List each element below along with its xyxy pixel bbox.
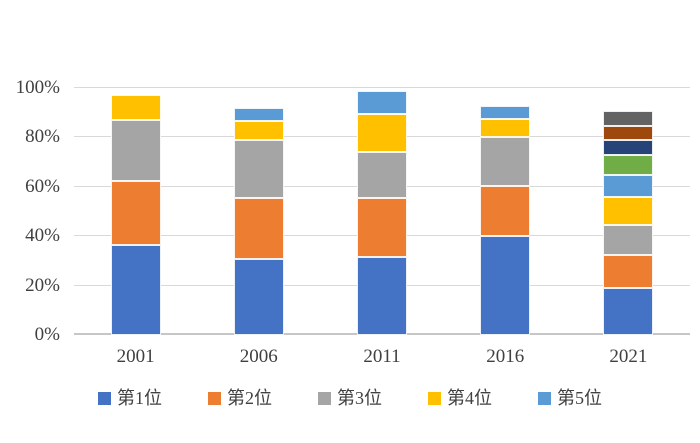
legend-entry-3: 第3位 <box>318 388 382 408</box>
bar-segment-2021-s1 <box>603 287 654 335</box>
bar-segment-2021-s6 <box>603 154 654 175</box>
bar-segment-2021-s2 <box>603 254 654 288</box>
y-tick-label: 20% <box>25 274 60 296</box>
bar-segment-2001-s4 <box>110 95 161 121</box>
legend-swatch-icon <box>208 391 221 405</box>
bar-segment-2006-s4 <box>233 121 284 140</box>
bar-segment-2021-s5 <box>603 174 654 198</box>
bar-segment-2016-s1 <box>480 236 531 335</box>
bar-segment-2016-s3 <box>480 137 531 186</box>
bar-segment-2021-s9 <box>603 111 654 127</box>
bar-2011 <box>357 90 407 335</box>
bar-segment-2011-s2 <box>357 198 407 258</box>
legend-label: 第1位 <box>117 388 162 408</box>
bar-2001 <box>110 95 161 335</box>
bar-segment-2021-s7 <box>603 140 654 155</box>
bar-segment-2011-s5 <box>357 90 407 114</box>
legend-label: 第3位 <box>337 388 382 408</box>
y-tick-label: 60% <box>25 175 60 197</box>
x-tick-label-2006: 2006 <box>239 346 278 367</box>
bar-2006 <box>233 107 284 335</box>
x-tick-label-2021: 2021 <box>609 346 648 367</box>
y-tick-label: 80% <box>25 126 60 148</box>
bar-segment-2006-s3 <box>233 139 284 199</box>
bar-2021 <box>603 111 654 335</box>
legend-swatch-icon <box>428 391 441 405</box>
legend-label: 第2位 <box>227 388 272 408</box>
legend-entry-2: 第2位 <box>208 388 272 408</box>
legend-swatch-icon <box>318 391 331 405</box>
legend-entry-1: 第1位 <box>98 388 162 408</box>
bar-2016 <box>480 105 531 335</box>
legend-entry-5: 第5位 <box>538 388 602 408</box>
x-tick-label-2016: 2016 <box>486 346 525 367</box>
bar-segment-2011-s3 <box>357 152 407 199</box>
y-tick-label: 100% <box>15 77 60 98</box>
bar-segment-2016-s5 <box>480 105 531 120</box>
legend-swatch-icon <box>98 391 111 405</box>
x-tick-label-2011: 2011 <box>363 346 401 367</box>
legend-swatch-icon <box>538 391 551 405</box>
bar-segment-2001-s1 <box>110 244 161 335</box>
bar-segment-2001-s3 <box>110 120 161 181</box>
plot-area <box>74 87 690 335</box>
bar-segment-2021-s8 <box>603 126 654 141</box>
x-tick-label-2001: 2001 <box>116 346 155 367</box>
y-tick-label: 0% <box>34 324 60 345</box>
bar-segment-2021-s3 <box>603 225 654 255</box>
bar-segment-2011-s1 <box>357 257 407 335</box>
y-tick-label: 40% <box>25 225 60 247</box>
bar-segment-2006-s1 <box>233 259 284 335</box>
bar-segment-2016-s4 <box>480 119 531 138</box>
legend: 第1位 第2位 第3位 第4位 第5位 <box>0 388 700 408</box>
legend-label: 第4位 <box>447 388 492 408</box>
bar-segment-2006-s5 <box>233 107 284 122</box>
bar-segment-2001-s2 <box>110 180 161 245</box>
gridline-100 <box>74 87 690 88</box>
bar-segment-2006-s2 <box>233 198 284 260</box>
legend-label: 第5位 <box>557 388 602 408</box>
legend-entry-4: 第4位 <box>428 388 492 408</box>
bar-segment-2011-s4 <box>357 113 407 152</box>
bar-segment-2016-s2 <box>480 185 531 237</box>
bar-segment-2021-s4 <box>603 197 654 226</box>
